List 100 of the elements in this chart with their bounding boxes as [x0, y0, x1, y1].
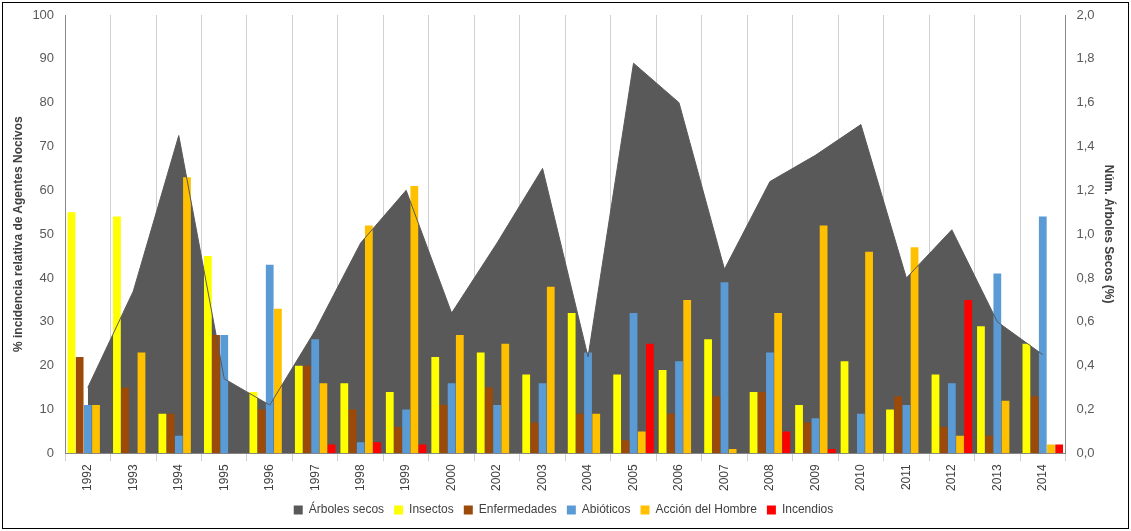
- bar: [675, 361, 683, 454]
- bar: [575, 413, 584, 454]
- y-tick-label: 60: [39, 181, 55, 197]
- x-tick-label: 2010: [853, 463, 868, 492]
- x-tick-label: 1992: [80, 463, 95, 492]
- bar: [303, 365, 311, 454]
- x-tick-label: 1999: [398, 463, 413, 492]
- bar: [394, 427, 402, 454]
- bar: [819, 225, 828, 454]
- bar: [666, 413, 675, 454]
- bar: [546, 286, 555, 454]
- x-tick-label: 2004: [580, 463, 595, 492]
- bar: [712, 396, 721, 454]
- bar: [931, 374, 940, 454]
- y2-tick-label: 0,2: [1076, 401, 1095, 417]
- y-tick-label: 70: [39, 138, 55, 154]
- x-tick-label: 1996: [262, 463, 277, 492]
- bar: [455, 334, 464, 454]
- bar: [766, 352, 774, 454]
- y-tick-label: 40: [39, 269, 55, 285]
- x-tick-label: 2009: [807, 463, 822, 492]
- bar: [439, 405, 448, 454]
- bar: [567, 313, 576, 454]
- y2-axis-title: Núm. Árboles Secos (%): [1102, 164, 1118, 304]
- bar: [493, 405, 501, 454]
- y2-tick-label: 1,4: [1076, 138, 1095, 154]
- x-tick-label: 1998: [352, 463, 367, 492]
- bar: [203, 256, 212, 454]
- bar: [373, 442, 381, 454]
- bar: [92, 405, 100, 454]
- x-tick-label: 1993: [125, 463, 140, 492]
- bar: [220, 334, 229, 454]
- x-tick-label: 1997: [307, 463, 322, 492]
- bar: [947, 383, 956, 454]
- bar: [212, 334, 220, 454]
- bar: [720, 282, 729, 454]
- y2-tick-label: 1,0: [1076, 225, 1095, 241]
- bar: [840, 361, 849, 454]
- bar: [658, 370, 667, 454]
- legend-label: Árboles secos: [308, 501, 385, 517]
- y-tick-label: 50: [39, 225, 55, 241]
- bar: [613, 374, 622, 454]
- x-tick-label: 1995: [216, 463, 231, 492]
- y-axis-title: % incidencia relativa de Agentes Nocivos: [10, 116, 25, 352]
- x-tick-label: 2012: [944, 463, 959, 492]
- bar: [113, 216, 121, 454]
- bar: [485, 387, 493, 454]
- y2-tick-label: 1,6: [1076, 94, 1095, 110]
- bar: [249, 391, 258, 454]
- legend-label: Incendios: [781, 502, 834, 517]
- x-tick-label: 2003: [534, 463, 549, 492]
- bar: [964, 299, 973, 454]
- bar: [121, 387, 129, 454]
- bar: [364, 225, 373, 454]
- bar: [522, 374, 531, 454]
- bar: [257, 409, 266, 454]
- bar: [476, 352, 485, 454]
- bar: [294, 365, 303, 454]
- x-tick-label: 2011: [898, 463, 913, 491]
- bar: [811, 418, 820, 454]
- bar: [683, 299, 692, 454]
- bar: [728, 448, 737, 454]
- y2-tick-label: 0,4: [1076, 357, 1095, 373]
- bar: [340, 383, 349, 454]
- bar: [83, 405, 92, 454]
- bar: [795, 405, 803, 454]
- y2-tick-label: 0,6: [1076, 313, 1095, 329]
- bar: [857, 413, 865, 454]
- bar: [319, 383, 328, 454]
- bar: [431, 356, 440, 454]
- bar: [803, 422, 812, 454]
- bar: [704, 339, 712, 454]
- bar: [501, 343, 510, 454]
- y2-tick-label: 1,2: [1076, 181, 1095, 197]
- bar: [348, 409, 357, 454]
- bar: [356, 442, 365, 454]
- bar: [274, 308, 282, 454]
- bar: [774, 313, 783, 454]
- legend-label: Abióticos: [581, 502, 631, 517]
- bar: [1055, 444, 1064, 454]
- x-tick-label: 1994: [171, 463, 186, 492]
- bar: [174, 435, 183, 454]
- bar: [75, 356, 84, 454]
- x-tick-label: 2006: [671, 463, 686, 492]
- x-tick-label: 2008: [762, 463, 777, 492]
- bar: [637, 431, 646, 454]
- bar: [886, 409, 894, 454]
- bar: [749, 391, 758, 454]
- bar: [902, 405, 911, 454]
- bar: [1030, 396, 1039, 454]
- y2-tick-label: 1,8: [1076, 50, 1095, 66]
- y-tick-label: 20: [39, 357, 55, 373]
- bar: [993, 273, 1002, 454]
- bar: [956, 435, 964, 454]
- legend-label: Acción del Hombre: [655, 502, 758, 517]
- bar: [265, 264, 274, 454]
- bar: [782, 431, 791, 454]
- bar: [621, 440, 630, 454]
- bar: [538, 383, 547, 454]
- bar: [1047, 444, 1055, 454]
